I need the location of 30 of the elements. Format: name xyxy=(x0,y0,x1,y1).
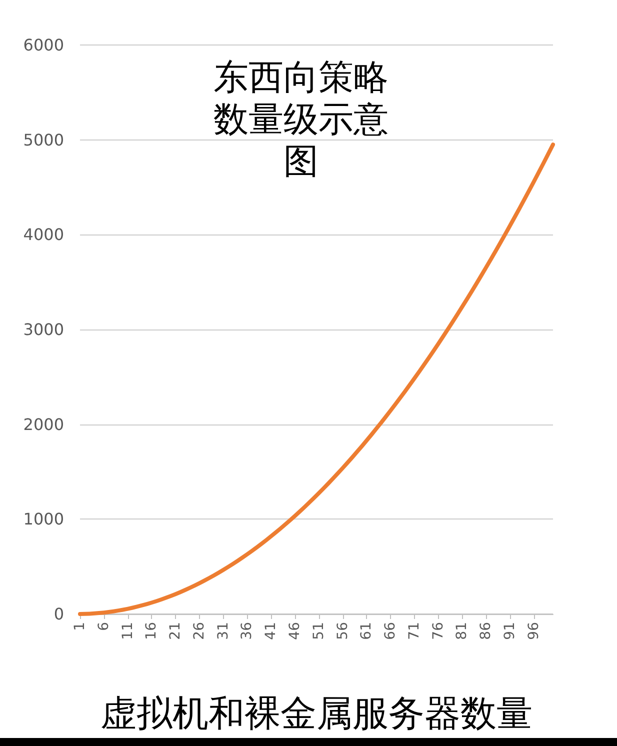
y-tick-label: 5000 xyxy=(23,130,64,150)
x-tick-label: 91 xyxy=(502,622,518,640)
x-tick-label: 41 xyxy=(263,622,280,640)
x-tick-label: 61 xyxy=(358,622,375,640)
line-series xyxy=(78,142,555,616)
x-tick-label: 26 xyxy=(191,622,208,640)
x-tick-label: 16 xyxy=(144,622,160,640)
y-tick-label: 3000 xyxy=(23,320,64,339)
y-tick-label: 1000 xyxy=(23,510,64,529)
x-tick-label: 36 xyxy=(239,622,256,640)
x-tick-label: 6 xyxy=(96,622,112,631)
x-tick-label: 96 xyxy=(526,622,542,640)
x-tick-label: 76 xyxy=(430,622,446,640)
x-tick-label: 66 xyxy=(382,622,399,640)
x-tick-label: 11 xyxy=(120,622,136,640)
text: 东西向策略数量级示意图 xyxy=(214,58,388,182)
x-tick-label: 56 xyxy=(334,622,351,640)
x-tick-label: 46 xyxy=(287,622,303,640)
x-tick-label: 81 xyxy=(454,622,470,640)
y-tick-label: 6000 xyxy=(23,36,64,54)
x-axis-title: 虚拟机和裸金属服务器数量 xyxy=(100,694,532,734)
x-tick-label: 86 xyxy=(478,622,494,640)
x-tick-label: 31 xyxy=(215,622,232,640)
x-tick-label: 21 xyxy=(168,622,184,640)
x-tick-label: 51 xyxy=(310,622,327,640)
y-tick-label: 2000 xyxy=(23,414,64,434)
y-tick-label: 4000 xyxy=(23,225,64,244)
x-tick-label: 1 xyxy=(72,622,88,631)
y-tick-label: 0 xyxy=(54,604,64,624)
x-tick-label: 71 xyxy=(406,622,422,640)
